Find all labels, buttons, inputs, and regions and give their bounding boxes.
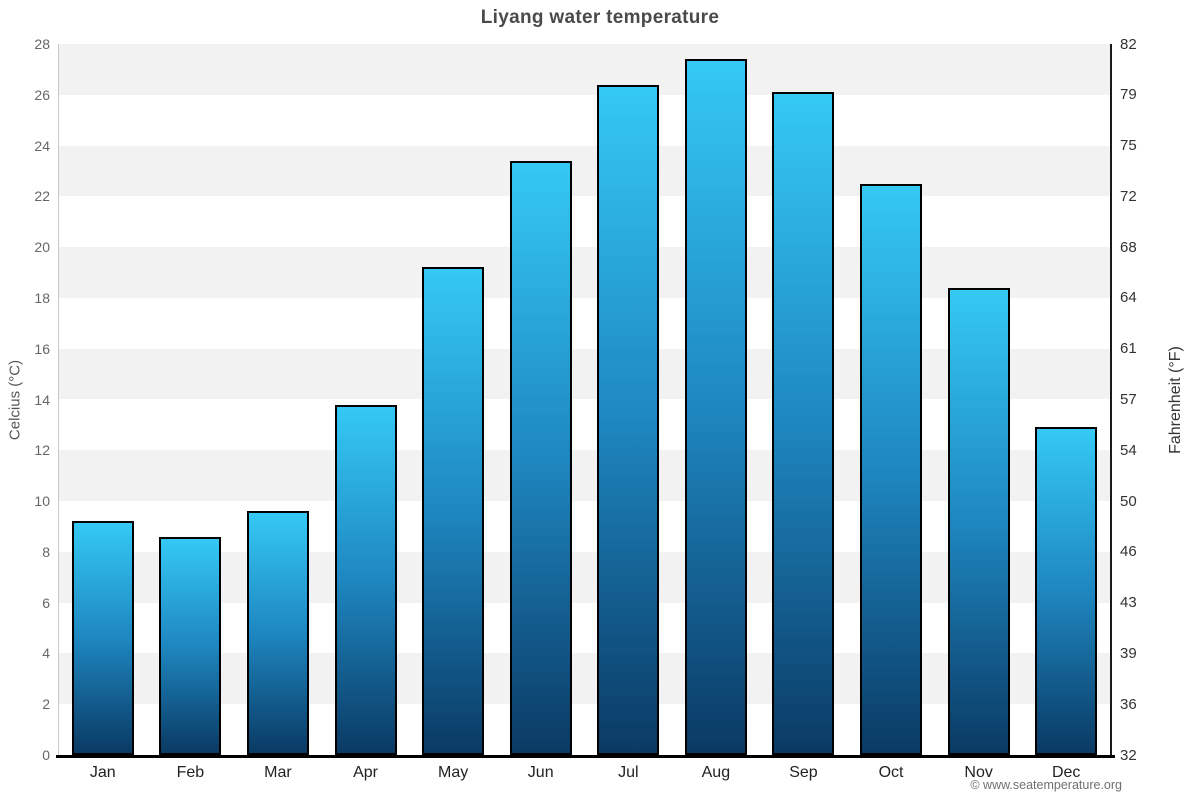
fahrenheit-tick-50: 50 (1120, 492, 1137, 510)
grid-band (59, 247, 1110, 298)
month-label-jul: Jul (618, 764, 639, 781)
celsius-tick-6: 6 (42, 594, 50, 611)
bar-oct[interactable] (860, 183, 923, 755)
bar-jan[interactable] (71, 521, 134, 755)
bar-aug[interactable] (684, 59, 747, 755)
celsius-tick-16: 16 (34, 340, 50, 357)
fahrenheit-tick-32: 32 (1120, 746, 1137, 764)
celsius-tick-12: 12 (34, 442, 50, 459)
celsius-tick-4: 4 (42, 645, 50, 662)
month-label-jun: Jun (527, 764, 554, 781)
month-label-jan: Jan (89, 764, 116, 781)
fahrenheit-tick-54: 54 (1120, 441, 1137, 459)
fahrenheit-tick-46: 46 (1120, 543, 1137, 561)
celsius-tick-20: 20 (34, 239, 50, 256)
x-axis-line (56, 755, 1115, 758)
fahrenheit-tick-57: 57 (1120, 391, 1137, 408)
fahrenheit-tick-36: 36 (1120, 695, 1137, 713)
grid-band (59, 653, 1110, 705)
grid-band (59, 450, 1110, 502)
bar-mar[interactable] (246, 511, 309, 755)
y-axis-title-fahrenheit: Fahrenheit (°F) (1167, 346, 1184, 454)
month-label-aug: Aug (701, 764, 731, 781)
chart-title: Liyang water temperature (480, 7, 720, 28)
fahrenheit-tick-43: 43 (1120, 594, 1137, 612)
month-label-may: May (438, 764, 469, 781)
bar-sep[interactable] (772, 92, 835, 755)
month-label-mar: Mar (264, 764, 292, 781)
y-axis-left-line (58, 44, 59, 755)
celsius-tick-10: 10 (34, 493, 50, 510)
bar-jun[interactable] (509, 160, 572, 755)
fahrenheit-tick-79: 79 (1120, 86, 1137, 104)
month-label-nov: Nov (964, 764, 993, 781)
bar-nov[interactable] (947, 287, 1010, 755)
fahrenheit-tick-64: 64 (1120, 289, 1137, 307)
month-label-dec: Dec (1051, 764, 1081, 781)
celsius-tick-26: 26 (34, 86, 50, 103)
fahrenheit-tick-75: 75 (1120, 137, 1137, 155)
celsius-tick-14: 14 (34, 391, 50, 408)
grid-band (59, 145, 1110, 197)
celsius-tick-28: 28 (34, 36, 50, 52)
fahrenheit-tick-68: 68 (1120, 238, 1137, 256)
y-axis-title-celsius: Celcius (°C) (6, 359, 24, 441)
celsius-tick-22: 22 (34, 188, 50, 205)
celsius-tick-24: 24 (34, 137, 50, 154)
bar-feb[interactable] (159, 536, 222, 755)
grid-band (59, 44, 1110, 95)
fahrenheit-tick-72: 72 (1120, 187, 1137, 205)
celsius-tick-2: 2 (42, 696, 50, 713)
month-label-feb: Feb (176, 764, 205, 781)
celsius-tick-0: 0 (42, 747, 50, 763)
month-label-apr: Apr (353, 764, 378, 781)
celsius-tick-18: 18 (34, 289, 50, 306)
celsius-tick-8: 8 (42, 543, 50, 560)
bar-apr[interactable] (334, 404, 397, 755)
y-axis-right-line (1110, 44, 1112, 755)
fahrenheit-tick-61: 61 (1120, 340, 1137, 358)
fahrenheit-tick-82: 82 (1120, 35, 1137, 53)
grid-band (59, 348, 1110, 400)
fahrenheit-tick-39: 39 (1120, 644, 1137, 662)
grid-band (59, 551, 1110, 603)
credit-link[interactable]: © www.seatemperature.org (970, 778, 1122, 792)
month-label-oct: Oct (878, 764, 904, 781)
bar-dec[interactable] (1035, 427, 1098, 755)
month-label-sep: Sep (789, 764, 818, 781)
bar-jul[interactable] (597, 84, 660, 755)
bar-may[interactable] (422, 267, 485, 755)
